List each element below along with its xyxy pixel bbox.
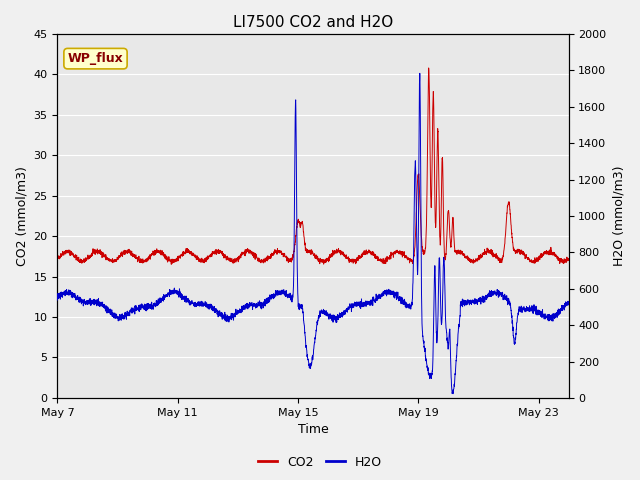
Legend: CO2, H2O: CO2, H2O [253, 451, 387, 474]
Y-axis label: CO2 (mmol/m3): CO2 (mmol/m3) [15, 166, 28, 266]
Title: LI7500 CO2 and H2O: LI7500 CO2 and H2O [233, 15, 393, 30]
X-axis label: Time: Time [298, 423, 328, 436]
Y-axis label: H2O (mmol/m3): H2O (mmol/m3) [612, 166, 625, 266]
Text: WP_flux: WP_flux [68, 52, 124, 65]
